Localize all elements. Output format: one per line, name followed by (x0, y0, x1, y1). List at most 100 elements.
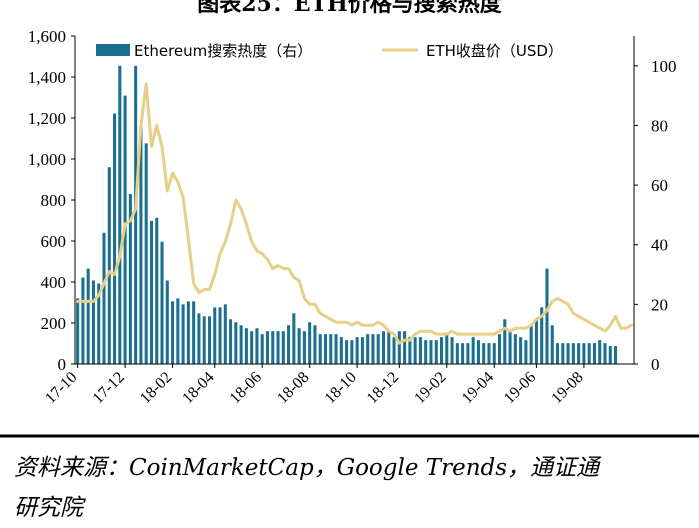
search-interest-bar (149, 220, 153, 364)
search-interest-bar (566, 343, 570, 364)
search-interest-bar (181, 304, 185, 364)
search-interest-bar (529, 325, 533, 364)
search-interest-bar (192, 301, 196, 364)
y-left-tick-label: 1,200 (28, 109, 66, 128)
search-interest-bar (207, 316, 212, 364)
search-interest-bar (128, 194, 132, 364)
search-interest-bar (360, 337, 364, 364)
search-interest-bar (91, 280, 95, 364)
x-tick-label: 18-12 (364, 369, 402, 407)
y-left-tick-label: 1,600 (28, 27, 66, 46)
search-interest-bar (471, 337, 475, 364)
search-interest-bar (139, 125, 143, 364)
search-interest-bar (260, 334, 264, 364)
search-interest-bar (366, 334, 370, 364)
search-interest-bar (387, 331, 391, 364)
y-left-tick-label: 800 (41, 191, 67, 210)
search-interest-bar (355, 337, 359, 364)
search-interest-bar (292, 313, 296, 364)
legend-bar-label: Ethereum搜索热度（右） (134, 42, 312, 60)
legend-line-label: ETH收盘价（USD） (426, 42, 563, 60)
search-interest-bar (165, 280, 169, 364)
search-interest-bar (487, 343, 491, 364)
search-interest-bar (424, 340, 428, 364)
search-interest-bar (403, 331, 407, 364)
search-interest-bar (550, 325, 554, 364)
search-interest-bar (265, 331, 270, 364)
search-interest-bar (577, 343, 581, 364)
y-right-tick-label: 20 (651, 295, 668, 314)
legend: Ethereum搜索热度（右） ETH收盘价（USD） (96, 42, 563, 60)
x-tick-label: 19-02 (411, 369, 449, 407)
search-interest-bar (397, 331, 401, 364)
search-interest-bar (371, 334, 375, 364)
search-interest-bar (381, 331, 386, 364)
x-tick-label: 19-08 (548, 369, 586, 407)
search-interest-bar (503, 319, 507, 364)
search-interest-bar (540, 307, 544, 364)
search-interest-bar (276, 331, 280, 364)
search-interest-bar (598, 340, 602, 364)
search-interest-bar (556, 343, 560, 364)
search-interest-bar (434, 340, 438, 364)
search-interest-bar (350, 340, 354, 364)
y-left-tick-label: 1,400 (28, 68, 66, 87)
search-interest-bar (97, 283, 101, 364)
search-interest-bar (144, 143, 148, 364)
search-interest-bar (339, 337, 343, 364)
x-tick-label: 18-04 (179, 369, 217, 407)
search-interest-bar (323, 334, 328, 364)
search-interest-bar (450, 337, 454, 364)
x-tick-label: 19-04 (459, 369, 497, 407)
search-interest-bar (155, 217, 159, 364)
search-interest-bar (545, 268, 549, 364)
legend-bar-swatch (96, 44, 130, 56)
search-interest-bar (81, 277, 85, 364)
x-tick-label: 18-10 (322, 369, 360, 407)
search-interest-bar (86, 268, 90, 364)
search-interest-bar (497, 334, 502, 364)
search-interest-bar (376, 334, 380, 364)
search-interest-bar (524, 340, 528, 364)
search-interest-bar (213, 307, 217, 364)
search-interest-bar (113, 113, 117, 364)
search-interest-bar (202, 316, 206, 364)
search-interest-bar (482, 343, 486, 364)
search-interest-bar (592, 343, 596, 364)
search-interest-bar (561, 343, 565, 364)
search-interest-bar (160, 241, 164, 364)
y-left-tick-label: 1,000 (28, 150, 66, 169)
search-interest-bar (102, 232, 106, 364)
search-interest-bar (461, 343, 465, 364)
search-interest-bar (281, 331, 285, 364)
search-interest-bar (466, 343, 470, 364)
search-interest-bar (297, 328, 301, 364)
search-interest-bar (571, 343, 575, 364)
search-interest-bar (603, 343, 607, 364)
y-right-tick-label: 40 (651, 236, 668, 255)
y-left-tick-label: 200 (41, 314, 67, 333)
eth-price-line (76, 82, 633, 345)
search-interest-bar (255, 328, 259, 364)
x-tick-label: 18-02 (137, 369, 175, 407)
search-interest-bar (171, 301, 175, 364)
search-interest-bar (345, 340, 349, 364)
search-interest-bar (445, 334, 449, 364)
search-interest-bar (587, 343, 591, 364)
y-left-tick-label: 400 (41, 273, 67, 292)
search-interest-bar (313, 325, 317, 364)
search-interest-bars (76, 65, 618, 365)
search-interest-bar (608, 346, 612, 364)
y-right-tick-label: 0 (651, 355, 660, 374)
search-interest-bar (408, 337, 412, 364)
search-interest-bar (413, 337, 417, 364)
search-interest-bar (614, 346, 618, 364)
x-tick-label: 17-12 (90, 369, 128, 407)
search-interest-bar (318, 334, 322, 364)
y-left-tick-label: 600 (41, 232, 67, 251)
search-interest-bar (271, 331, 275, 364)
source-line-2: 研究院 (14, 495, 83, 521)
x-axis-ticks: 17-10 17-12 18-02 18-04 18-06 18-08 18-10 18-12… (42, 364, 587, 407)
y-left-tick-label: 0 (58, 355, 67, 374)
x-tick-label: 17-10 (42, 369, 80, 407)
